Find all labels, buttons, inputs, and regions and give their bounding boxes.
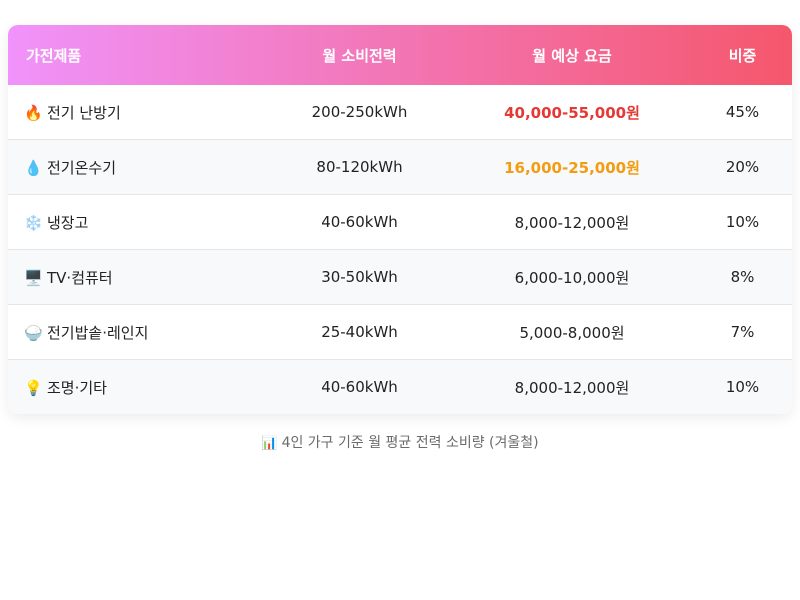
usage-cell: 80-120kWh [268,139,451,195]
appliance-label: 전기 난방기 [47,103,121,122]
usage-cell: 200-250kWh [268,85,451,140]
table-row: ❄️ 냉장고 40-60kWh 8,000-12,000원 10% [8,194,792,250]
electricity-usage-table: 가전제품 월 소비전력 월 예상 요금 비중 🔥 전기 난방기 200-250kW… [8,25,792,414]
share-cell: 8% [693,249,792,305]
fee-cell: 6,000-10,000원 [451,249,693,305]
table-row: 🍚 전기밥솥·레인지 25-40kWh 5,000-8,000원 7% [8,304,792,360]
fire-icon: 🔥 [24,103,43,122]
table-row: 🖥️ TV·컴퓨터 30-50kWh 6,000-10,000원 8% [8,249,792,305]
fee-cell: 8,000-12,000원 [451,194,693,250]
content-wrapper: 가전제품 월 소비전력 월 예상 요금 비중 🔥 전기 난방기 200-250kW… [8,25,792,452]
fee-cell: 5,000-8,000원 [451,304,693,360]
table-row: 🔥 전기 난방기 200-250kWh 40,000-55,000원 45% [8,85,792,140]
share-cell: 20% [693,139,792,195]
usage-cell: 40-60kWh [268,194,451,250]
usage-cell: 30-50kWh [268,249,451,305]
rice-bowl-icon: 🍚 [24,323,43,342]
header-share: 비중 [728,46,757,65]
header-monthly-usage: 월 소비전력 [322,46,397,65]
computer-monitor-icon: 🖥️ [24,268,43,287]
appliance-label: 전기밥솥·레인지 [47,323,149,342]
appliance-label: 냉장고 [47,213,89,232]
header-appliance: 가전제품 [26,46,82,65]
usage-cell: 25-40kWh [268,304,451,360]
electricity-table-card: 가전제품 월 소비전력 월 예상 요금 비중 🔥 전기 난방기 200-250kW… [8,25,792,414]
light-bulb-icon: 💡 [24,378,43,397]
appliance-cell: 🖥️ TV·컴퓨터 [8,249,268,305]
appliance-label: 조명·기타 [47,378,107,397]
appliance-cell: 💡 조명·기타 [8,360,268,415]
appliance-cell: ❄️ 냉장고 [8,194,268,250]
water-drop-icon: 💧 [24,158,43,177]
appliance-label: 전기온수기 [47,158,117,177]
snowflake-icon: ❄️ [24,213,43,232]
fee-cell: 16,000-25,000원 [451,139,693,195]
share-cell: 10% [725,378,760,396]
table-header: 가전제품 월 소비전력 월 예상 요금 비중 [8,25,792,85]
table-row: 💧 전기온수기 80-120kWh 16,000-25,000원 20% [8,139,792,195]
header-row: 가전제품 월 소비전력 월 예상 요금 비중 [8,25,792,85]
caption-text: 4인 가구 기준 월 평균 전력 소비량 (겨울철) [281,435,539,451]
share-cell: 7% [693,304,792,360]
table-row: 💡 조명·기타 40-60kWh 8,000-12,000원 10% [8,359,792,415]
fee-cell: 8,000-12,000원 [514,378,630,397]
appliance-cell: 🍚 전기밥솥·레인지 [8,304,268,360]
table-caption: 📊 4인 가구 기준 월 평균 전력 소비량 (겨울철) [8,432,792,452]
appliance-cell: 💧 전기온수기 [8,139,268,195]
header-monthly-fee: 월 예상 요금 [532,46,612,65]
appliance-cell: 🔥 전기 난방기 [8,85,268,140]
table-body: 🔥 전기 난방기 200-250kWh 40,000-55,000원 45% 💧 전… [8,85,792,414]
bar-chart-icon: 📊 [261,436,278,451]
fee-cell: 40,000-55,000원 [451,85,693,140]
appliance-label: TV·컴퓨터 [47,268,113,287]
share-cell: 10% [693,194,792,250]
usage-cell: 40-60kWh [321,378,398,396]
share-cell: 45% [693,85,792,140]
